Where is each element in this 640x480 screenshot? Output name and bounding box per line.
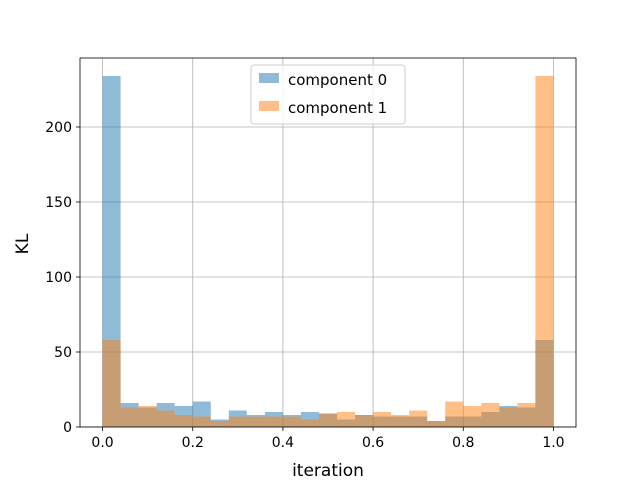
x-tick-label: 0.6 xyxy=(362,435,384,451)
histogram-bar-component-1 xyxy=(373,412,392,427)
ticks-layer: 0.0 0.2 0.4 0.6 0.8 1.0 0 50 100 150 200 xyxy=(45,120,564,451)
x-tick-label: 1.0 xyxy=(542,435,564,451)
histogram-bar-component-1 xyxy=(192,416,211,427)
histogram-bar-component-1 xyxy=(517,403,536,427)
legend-box xyxy=(250,64,406,125)
y-tick-label: 50 xyxy=(54,345,72,361)
x-axis-label: iteration xyxy=(292,461,364,480)
histogram-bar-component-1 xyxy=(391,415,410,427)
histogram-bar-component-1 xyxy=(282,416,301,427)
legend: component 0 component 1 xyxy=(250,64,406,125)
legend-label-component-1: component 1 xyxy=(288,99,387,117)
histogram-bar-component-1 xyxy=(427,421,446,427)
legend-swatch-component-1 xyxy=(259,101,279,111)
histogram-bar-component-1 xyxy=(463,406,482,427)
histogram-bar-component-1 xyxy=(409,410,428,427)
histogram-bar-component-1 xyxy=(337,412,356,427)
histogram-bar-component-1 xyxy=(228,416,247,427)
plot-frame xyxy=(79,57,577,428)
legend-swatch-component-0 xyxy=(259,73,279,83)
histogram-bar-component-1 xyxy=(445,401,464,427)
histogram-bar-component-1 xyxy=(120,407,139,427)
histogram-bar-component-1 xyxy=(499,407,518,427)
y-tick-label: 0 xyxy=(63,420,72,436)
y-axis-label: KL xyxy=(13,233,33,254)
histogram-bar-component-1 xyxy=(246,416,265,427)
x-tick-label: 0.2 xyxy=(182,435,204,451)
y-tick-label: 200 xyxy=(45,120,72,136)
y-tick-label: 100 xyxy=(45,270,72,286)
histogram-bar-component-1 xyxy=(300,419,319,427)
legend-label-component-0: component 0 xyxy=(288,71,387,89)
x-tick-label: 0.0 xyxy=(91,435,113,451)
x-tick-label: 0.8 xyxy=(452,435,474,451)
histogram-bar-component-1 xyxy=(156,410,175,427)
histogram-bar-component-1 xyxy=(102,340,121,427)
histogram-bar-component-1 xyxy=(138,406,157,427)
histogram-bar-component-0 xyxy=(102,76,121,427)
histogram-bar-component-1 xyxy=(264,416,283,427)
y-tick-label: 150 xyxy=(45,195,72,211)
histogram-bar-component-1 xyxy=(355,415,374,427)
histogram-bar-component-1 xyxy=(318,413,338,427)
x-tick-label: 0.4 xyxy=(272,435,294,451)
histogram-bar-component-1 xyxy=(210,421,229,427)
histogram-bar-component-1 xyxy=(174,415,193,427)
histogram-bar-component-1 xyxy=(481,403,500,427)
bars-layer xyxy=(102,76,554,427)
histogram-bar-component-1 xyxy=(535,76,554,427)
